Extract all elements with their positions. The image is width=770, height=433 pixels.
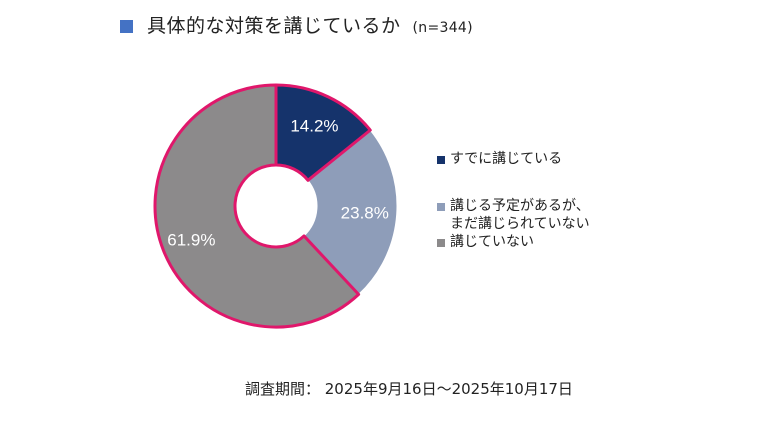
legend-swatch <box>437 239 445 247</box>
slice-3-outline <box>153 83 361 329</box>
sample-size: (n=344) <box>412 20 473 36</box>
donut-chart: 14.2% 23.8% 61.9% <box>153 83 398 329</box>
legend-label: 講じる予定があるが、 まだ講じられていない <box>450 197 590 233</box>
legend-label: 講じていない <box>450 233 534 251</box>
title-bullet-square <box>120 20 133 33</box>
chart-title-row: 具体的な対策を講じているか (n=344) <box>120 11 473 38</box>
legend-label-line: まだ講じられていない <box>450 216 590 232</box>
survey-period: 調査期間： 2025年9月16日～2025年10月17日 <box>245 380 573 398</box>
legend-label-line: 講じていない <box>450 234 534 250</box>
legend-label-line: すでに講じている <box>450 151 563 167</box>
legend-label-line: 講じる予定があるが、 <box>450 198 590 214</box>
chart-title: 具体的な対策を講じているか <box>147 15 401 37</box>
slice-1-outline <box>274 83 372 182</box>
data-label-3: 61.9% <box>167 230 215 249</box>
legend-swatch <box>437 203 445 211</box>
legend-swatch <box>437 156 445 164</box>
donut-slice-2 <box>303 129 398 296</box>
data-label-1: 14.2% <box>290 117 338 136</box>
data-label-2: 23.8% <box>341 203 389 222</box>
legend-label: すでに講じている <box>450 150 562 168</box>
